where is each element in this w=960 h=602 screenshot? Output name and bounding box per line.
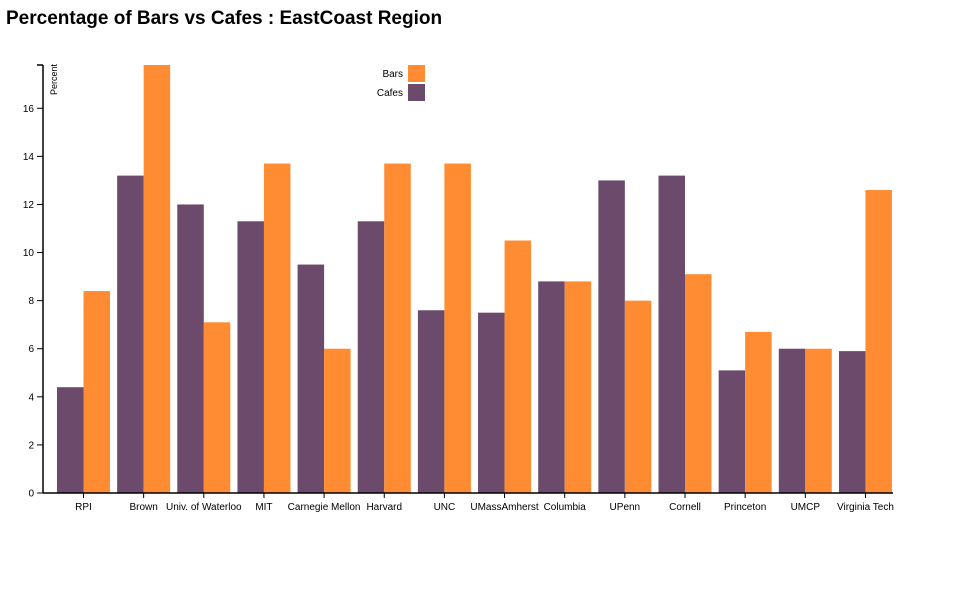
bar-cafes-upenn — [598, 180, 625, 494]
y-tick-label-8: 8 — [28, 296, 34, 307]
x-tick-label-rpi: RPI — [75, 502, 92, 513]
y-tick-label-0: 0 — [28, 489, 34, 500]
y-tick-label-2: 2 — [28, 440, 34, 451]
x-tick-label-carnegie-mellon: Carnegie Mellon — [288, 502, 361, 513]
x-tick-label-columbia: Columbia — [544, 502, 587, 513]
x-tick-label-harvard: Harvard — [366, 502, 402, 513]
bar-cafes-cornell — [658, 175, 685, 494]
x-tick-label-brown: Brown — [129, 502, 157, 513]
x-tick-label-umassamherst: UMassAmherst — [470, 502, 539, 513]
x-tick-label-umcp: UMCP — [791, 502, 821, 513]
y-tick-label-14: 14 — [23, 152, 35, 163]
x-axis: RPI Brown Univ. of Waterloo MIT Carnegie Mel… — [43, 492, 894, 513]
bar-bars-princeton — [745, 331, 772, 493]
bar-cafes-univ-of-waterloo — [177, 204, 204, 493]
bar-cafes-virginia-tech — [838, 351, 866, 493]
bar-bars-rpi — [83, 291, 110, 493]
y-tick-label-6: 6 — [28, 344, 34, 355]
bar-cafes-princeton — [718, 370, 746, 493]
x-tick-label-princeton: Princeton — [724, 502, 766, 513]
x-tick-label-cornell: Cornell — [669, 502, 701, 513]
bar-cafes-carnegie-mellon — [297, 264, 325, 493]
legend-swatch-cafes — [408, 84, 425, 101]
bar-cafes-umassamherst — [478, 312, 505, 493]
bar-bars-cornell — [685, 274, 712, 493]
bar-bars-mit — [263, 163, 291, 493]
x-tick-label-unc: UNC — [434, 502, 456, 513]
bar-cafes-rpi — [57, 387, 84, 493]
bar-cafes-brown — [117, 175, 144, 494]
bar-bars-harvard — [384, 163, 411, 493]
y-axis: 0 2 4 6 8 10 12 14 16 Percent — [23, 64, 59, 500]
legend-label-cafes: Cafes — [377, 88, 403, 99]
bar-cafes-unc — [417, 310, 445, 493]
bar-bars-umcp — [805, 348, 832, 493]
bar-bars-upenn — [624, 300, 652, 493]
legend-label-bars: Bars — [382, 69, 403, 80]
y-axis-label: Percent — [49, 64, 59, 96]
bar-bars-unc — [444, 163, 471, 493]
bar-cafes-harvard — [357, 221, 385, 494]
bar-cafes-columbia — [538, 281, 565, 493]
x-tick-label-upenn: UPenn — [610, 502, 641, 513]
bar-bars-carnegie-mellon — [324, 348, 351, 493]
bar-bars-brown — [143, 65, 171, 493]
x-tick-label-virginia-tech: Virginia Tech — [837, 502, 894, 513]
legend: Bars Cafes — [377, 65, 425, 101]
y-tick-label-16: 16 — [23, 104, 35, 115]
y-tick-label-12: 12 — [23, 200, 35, 211]
y-tick-label-10: 10 — [23, 248, 35, 259]
chart-title: Percentage of Bars vs Cafes : EastCoast … — [6, 8, 443, 29]
legend-swatch-bars — [408, 65, 425, 82]
bar-bars-columbia — [564, 281, 592, 493]
bar-cafes-umcp — [778, 348, 806, 493]
bar-cafes-mit — [237, 221, 264, 494]
y-tick-label-4: 4 — [28, 392, 34, 403]
bar-bars-univ-of-waterloo — [203, 322, 231, 493]
plot-area — [57, 65, 892, 494]
bar-bars-virginia-tech — [865, 190, 892, 493]
x-tick-label-mit: MIT — [255, 502, 272, 513]
bar-bars-umassamherst — [504, 240, 532, 493]
x-tick-label-univ-of-waterloo: Univ. of Waterloo — [166, 502, 242, 513]
